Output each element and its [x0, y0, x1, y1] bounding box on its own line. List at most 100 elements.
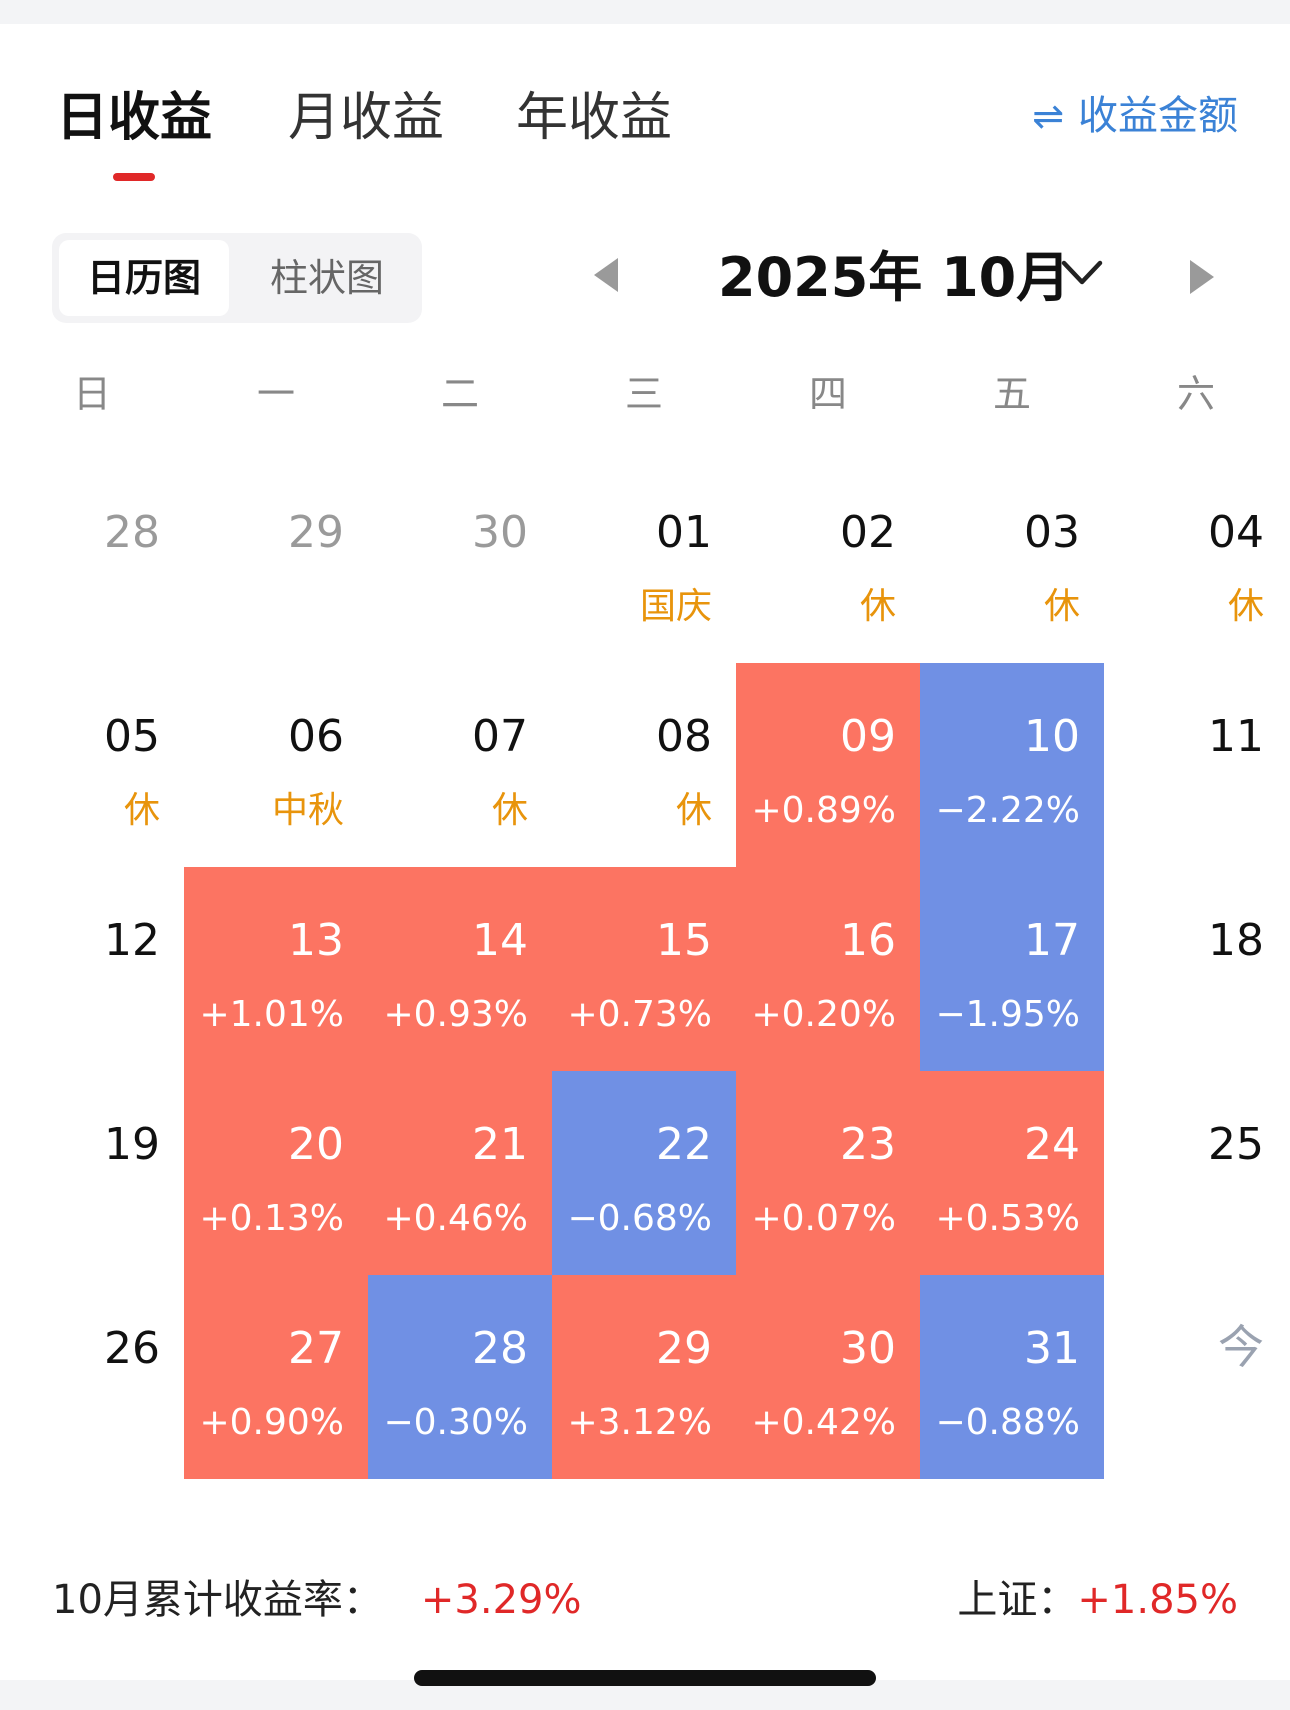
- daily-return-value: +0.93%: [383, 994, 528, 1035]
- calendar-day-cell[interactable]: 16 +0.20%: [736, 867, 920, 1071]
- calendar-day-cell[interactable]: 19: [0, 1071, 184, 1275]
- calendar-day-cell[interactable]: 21 +0.46%: [368, 1071, 552, 1275]
- calendar-day-cell[interactable]: 31 −0.88%: [920, 1275, 1104, 1479]
- calendar-day-cell[interactable]: 03 休: [920, 459, 1104, 663]
- calendar-day-number: 20: [288, 1119, 344, 1170]
- calendar-day-number: 17: [1024, 915, 1080, 966]
- calendar-day-number: 04: [1208, 507, 1264, 558]
- calendar-day-cell[interactable]: 14 +0.93%: [368, 867, 552, 1071]
- view-switch: 日历图 柱状图: [52, 233, 422, 323]
- tab-yearly-return[interactable]: 年收益: [516, 88, 673, 148]
- swap-icon: ⇌: [1032, 94, 1064, 138]
- weekday-fri: 五: [992, 372, 1031, 416]
- daily-return-value: −2.22%: [935, 790, 1080, 831]
- calendar-day-cell[interactable]: 15 +0.73%: [552, 867, 736, 1071]
- status-bar-area: [0, 0, 1290, 24]
- calendar-day-number: 14: [472, 915, 528, 966]
- calendar-day-number: 24: [1024, 1119, 1080, 1170]
- calendar-day-cell[interactable]: 28: [0, 459, 184, 663]
- calendar-day-cell[interactable]: 02 休: [736, 459, 920, 663]
- tab-daily-return[interactable]: 日收益: [56, 88, 213, 148]
- calendar-day-cell[interactable]: 06 中秋: [184, 663, 368, 867]
- calendar-day-cell[interactable]: 25: [1104, 1071, 1288, 1275]
- chevron-down-icon[interactable]: [1060, 258, 1104, 288]
- holiday-label: 休: [1227, 586, 1264, 627]
- calendar-day-cell[interactable]: 26: [0, 1275, 184, 1479]
- calendar-day-number: 28: [104, 507, 160, 558]
- holiday-label: 中秋: [271, 790, 344, 831]
- calendar-day-cell[interactable]: 30 +0.42%: [736, 1275, 920, 1479]
- calendar-day-cell[interactable]: 12: [0, 867, 184, 1071]
- calendar-day-cell[interactable]: 27 +0.90%: [184, 1275, 368, 1479]
- weekday-tue: 二: [440, 372, 479, 416]
- calendar-day-cell[interactable]: 10 −2.22%: [920, 663, 1104, 867]
- holiday-label: 休: [123, 790, 160, 831]
- toggle-amount-button[interactable]: ⇌ 收益金额: [1032, 88, 1238, 144]
- calendar-day-cell[interactable]: 18: [1104, 867, 1288, 1071]
- calendar-day-cell[interactable]: 29 +3.12%: [552, 1275, 736, 1479]
- prev-month-icon[interactable]: [594, 258, 618, 292]
- daily-return-value: +0.73%: [567, 994, 712, 1035]
- weekday-wed: 三: [624, 372, 663, 416]
- daily-return-value: +0.13%: [199, 1198, 344, 1239]
- daily-return-value: −0.88%: [935, 1402, 1080, 1443]
- daily-return-value: +0.20%: [751, 994, 896, 1035]
- daily-return-value: +1.01%: [199, 994, 344, 1035]
- next-month-icon[interactable]: [1190, 260, 1214, 294]
- home-indicator: [414, 1670, 876, 1686]
- daily-return-value: −0.68%: [567, 1198, 712, 1239]
- calendar-day-number: 08: [656, 711, 712, 762]
- calendar-day-cell[interactable]: 17 −1.95%: [920, 867, 1104, 1071]
- weekday-mon: 一: [256, 372, 295, 416]
- calendar-day-number: 05: [104, 711, 160, 762]
- daily-return-value: +0.90%: [199, 1402, 344, 1443]
- weekday-sun: 日: [72, 372, 111, 416]
- daily-return-value: +0.46%: [383, 1198, 528, 1239]
- calendar-day-cell[interactable]: 13 +1.01%: [184, 867, 368, 1071]
- calendar-day-cell[interactable]: 11: [1104, 663, 1288, 867]
- calendar-day-cell[interactable]: 20 +0.13%: [184, 1071, 368, 1275]
- calendar-view-button[interactable]: 日历图: [59, 240, 229, 316]
- holiday-label: 休: [675, 790, 712, 831]
- daily-return-value: +0.07%: [751, 1198, 896, 1239]
- holiday-label: 休: [1043, 586, 1080, 627]
- index-return-value: +1.85%: [1077, 1577, 1238, 1623]
- today-marker: 今: [1218, 1320, 1264, 1374]
- calendar-day-number: 19: [104, 1119, 160, 1170]
- calendar-day-cell[interactable]: 05 休: [0, 663, 184, 867]
- calendar-day-number: 03: [1024, 507, 1080, 558]
- monthly-return-label: 10月累计收益率：: [52, 1577, 383, 1623]
- daily-return-value: +3.12%: [567, 1402, 712, 1443]
- calendar-day-number: 09: [840, 711, 896, 762]
- calendar-day-number: 26: [104, 1323, 160, 1374]
- calendar-day-cell[interactable]: 29: [184, 459, 368, 663]
- month-title[interactable]: 2025年 10月: [718, 246, 1071, 309]
- calendar-day-number: 29: [656, 1323, 712, 1374]
- calendar-day-cell[interactable]: 30: [368, 459, 552, 663]
- tab-monthly-return[interactable]: 月收益: [288, 88, 445, 148]
- calendar-day-number: 27: [288, 1323, 344, 1374]
- calendar-day-cell[interactable]: 今: [1104, 1275, 1288, 1479]
- calendar-day-cell[interactable]: 22 −0.68%: [552, 1071, 736, 1275]
- calendar-day-number: 23: [840, 1119, 896, 1170]
- holiday-label: 休: [859, 586, 896, 627]
- daily-return-value: +0.53%: [935, 1198, 1080, 1239]
- calendar-day-number: 18: [1208, 915, 1264, 966]
- toggle-amount-label: 收益金额: [1078, 93, 1238, 139]
- bar-view-button[interactable]: 柱状图: [269, 256, 384, 300]
- calendar-day-cell[interactable]: 04 休: [1104, 459, 1288, 663]
- calendar-day-cell[interactable]: 07 休: [368, 663, 552, 867]
- index-return: 上证：+1.85%: [957, 1572, 1238, 1628]
- calendar-day-number: 10: [1024, 711, 1080, 762]
- calendar-day-cell[interactable]: 23 +0.07%: [736, 1071, 920, 1275]
- calendar-day-number: 25: [1208, 1119, 1264, 1170]
- calendar-day-cell[interactable]: 01 国庆: [552, 459, 736, 663]
- index-return-label: 上证：: [957, 1577, 1078, 1623]
- calendar-day-cell[interactable]: 09 +0.89%: [736, 663, 920, 867]
- calendar-day-cell[interactable]: 24 +0.53%: [920, 1071, 1104, 1275]
- calendar-day-number: 21: [472, 1119, 528, 1170]
- active-tab-indicator: [113, 173, 155, 181]
- calendar-day-cell[interactable]: 28 −0.30%: [368, 1275, 552, 1479]
- calendar-day-cell[interactable]: 08 休: [552, 663, 736, 867]
- daily-return-value: +0.42%: [751, 1402, 896, 1443]
